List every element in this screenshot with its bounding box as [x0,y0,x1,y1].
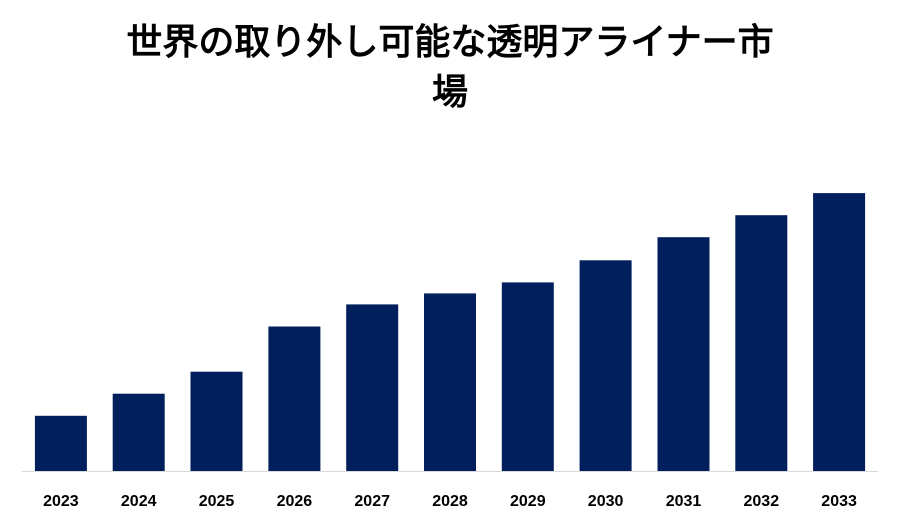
bar-2028 [424,293,476,471]
x-tick-label-2029: 2029 [510,493,546,510]
x-tick-labels: 2023 2024 2025 2026 2027 2028 2029 2030 2031 2032… [43,493,857,510]
bar-2024 [112,393,165,471]
bar-2025 [190,371,243,471]
x-tick-label-2031: 2031 [666,493,702,510]
bar-2026 [268,326,321,471]
bar-2032 [735,215,788,471]
x-tick-label-2033: 2033 [821,493,857,510]
bar-2027 [346,304,399,471]
bar-2030 [579,260,632,471]
x-tick-label-2023: 2023 [43,493,79,510]
x-tick-label-2032: 2032 [744,493,780,510]
bar-2029 [501,282,554,471]
bar-2023 [34,415,87,471]
bar-2033 [813,193,866,471]
x-tick-label-2027: 2027 [354,493,390,510]
x-tick-label-2025: 2025 [199,493,235,510]
chart-title-line-2: 場 [431,72,468,113]
x-tick-label-2026: 2026 [277,493,313,510]
bar-2031 [657,237,710,471]
chart-title: 世界の取り外し可能な透明アライナー市 場 [0,18,900,118]
bars-group [34,193,866,471]
x-tick-label-2024: 2024 [121,493,157,510]
x-tick-label-2028: 2028 [432,493,468,510]
x-tick-label-2030: 2030 [588,493,624,510]
chart-title-line-1: 世界の取り外し可能な透明アライナー市 [126,22,774,63]
